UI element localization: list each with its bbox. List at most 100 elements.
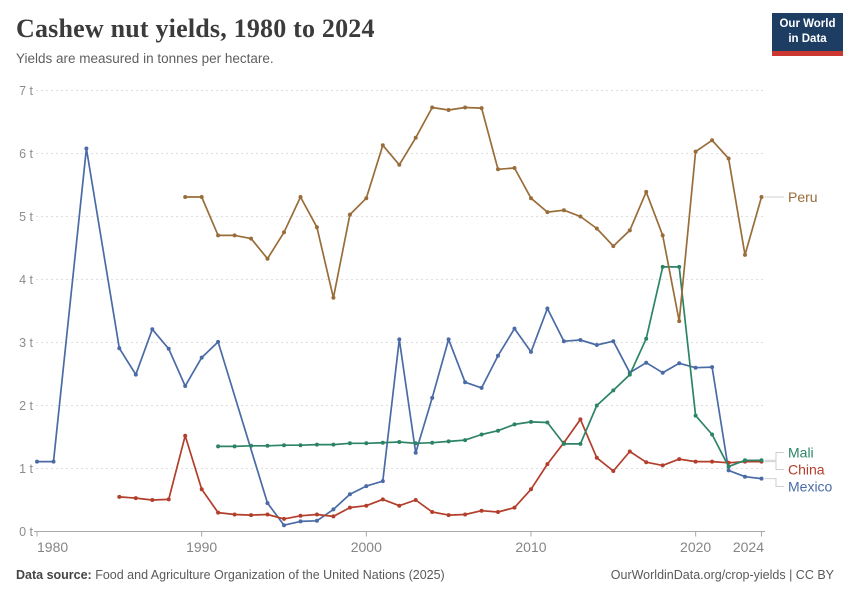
data-point[interactable]	[249, 443, 254, 448]
data-point[interactable]	[594, 455, 599, 460]
data-point[interactable]	[314, 442, 319, 447]
data-point[interactable]	[314, 225, 319, 230]
data-point[interactable]	[183, 195, 188, 199]
data-point[interactable]	[512, 166, 517, 170]
series-line[interactable]	[218, 266, 762, 468]
data-point[interactable]	[463, 512, 468, 517]
data-point[interactable]	[726, 156, 731, 161]
data-point[interactable]	[693, 459, 698, 464]
data-point[interactable]	[463, 105, 468, 110]
series-line[interactable]	[119, 418, 762, 520]
data-point[interactable]	[512, 422, 517, 427]
data-point[interactable]	[446, 108, 451, 112]
data-point[interactable]	[232, 512, 237, 517]
data-point[interactable]	[446, 337, 451, 342]
data-point[interactable]	[265, 512, 270, 517]
data-point[interactable]	[364, 484, 369, 489]
data-point[interactable]	[512, 326, 517, 331]
data-point[interactable]	[529, 487, 533, 492]
data-point[interactable]	[594, 226, 599, 231]
data-point[interactable]	[627, 449, 632, 454]
series-label-china[interactable]: China	[788, 461, 825, 477]
data-point[interactable]	[249, 236, 254, 241]
data-point[interactable]	[660, 233, 665, 238]
data-point[interactable]	[644, 360, 649, 365]
data-point[interactable]	[380, 143, 385, 148]
data-point[interactable]	[644, 460, 649, 465]
data-point[interactable]	[759, 195, 764, 199]
data-point[interactable]	[298, 195, 303, 199]
data-point[interactable]	[561, 208, 566, 213]
data-point[interactable]	[529, 349, 533, 354]
data-point[interactable]	[216, 233, 221, 238]
data-point[interactable]	[347, 505, 352, 510]
data-point[interactable]	[710, 432, 715, 437]
data-point[interactable]	[743, 474, 747, 479]
data-point[interactable]	[578, 417, 583, 422]
data-point[interactable]	[314, 518, 319, 523]
data-point[interactable]	[282, 443, 286, 448]
data-point[interactable]	[594, 343, 599, 347]
data-point[interactable]	[479, 432, 484, 437]
data-point[interactable]	[430, 105, 435, 110]
data-point[interactable]	[150, 327, 155, 332]
data-point[interactable]	[183, 433, 188, 438]
data-point[interactable]	[496, 167, 500, 172]
data-point[interactable]	[413, 135, 418, 140]
data-point[interactable]	[545, 306, 550, 311]
data-point[interactable]	[183, 384, 188, 388]
data-point[interactable]	[693, 149, 698, 154]
data-point[interactable]	[594, 403, 599, 408]
data-point[interactable]	[380, 497, 385, 502]
data-point[interactable]	[611, 339, 616, 344]
data-point[interactable]	[446, 439, 451, 444]
owid-logo[interactable]: Our World in Data	[772, 13, 843, 57]
data-point[interactable]	[117, 494, 122, 499]
data-point[interactable]	[364, 503, 369, 508]
data-point[interactable]	[660, 463, 665, 468]
data-point[interactable]	[512, 505, 517, 510]
data-point[interactable]	[347, 441, 352, 446]
data-point[interactable]	[364, 196, 369, 201]
data-point[interactable]	[677, 361, 682, 366]
series-mexico[interactable]	[35, 146, 764, 528]
data-point[interactable]	[298, 513, 303, 518]
series-peru[interactable]	[183, 105, 764, 324]
data-point[interactable]	[282, 516, 286, 521]
data-point[interactable]	[133, 496, 138, 501]
data-point[interactable]	[199, 355, 204, 360]
data-point[interactable]	[644, 189, 649, 194]
data-point[interactable]	[677, 319, 682, 324]
data-point[interactable]	[413, 498, 418, 502]
data-point[interactable]	[660, 264, 665, 269]
data-point[interactable]	[759, 458, 764, 463]
series-line[interactable]	[185, 106, 763, 322]
data-point[interactable]	[232, 233, 237, 238]
data-point[interactable]	[331, 442, 336, 447]
data-point[interactable]	[710, 138, 715, 143]
data-point[interactable]	[265, 501, 270, 506]
data-point[interactable]	[759, 476, 764, 481]
data-point[interactable]	[430, 510, 435, 514]
data-point[interactable]	[232, 444, 237, 449]
data-point[interactable]	[743, 458, 747, 463]
data-point[interactable]	[710, 365, 715, 370]
data-point[interactable]	[479, 385, 484, 390]
series-label-mali[interactable]: Mali	[788, 444, 814, 460]
data-point[interactable]	[166, 497, 171, 502]
data-point[interactable]	[644, 336, 649, 341]
series-mali[interactable]	[216, 264, 764, 469]
data-point[interactable]	[611, 388, 616, 393]
data-point[interactable]	[660, 370, 665, 375]
data-point[interactable]	[331, 507, 336, 512]
data-point[interactable]	[397, 337, 402, 342]
data-point[interactable]	[479, 106, 484, 111]
data-point[interactable]	[693, 365, 698, 370]
data-point[interactable]	[397, 162, 402, 167]
data-point[interactable]	[84, 146, 89, 151]
data-point[interactable]	[710, 459, 715, 464]
data-point[interactable]	[166, 346, 171, 351]
data-point[interactable]	[496, 353, 500, 358]
data-point[interactable]	[463, 380, 468, 385]
data-point[interactable]	[446, 513, 451, 518]
